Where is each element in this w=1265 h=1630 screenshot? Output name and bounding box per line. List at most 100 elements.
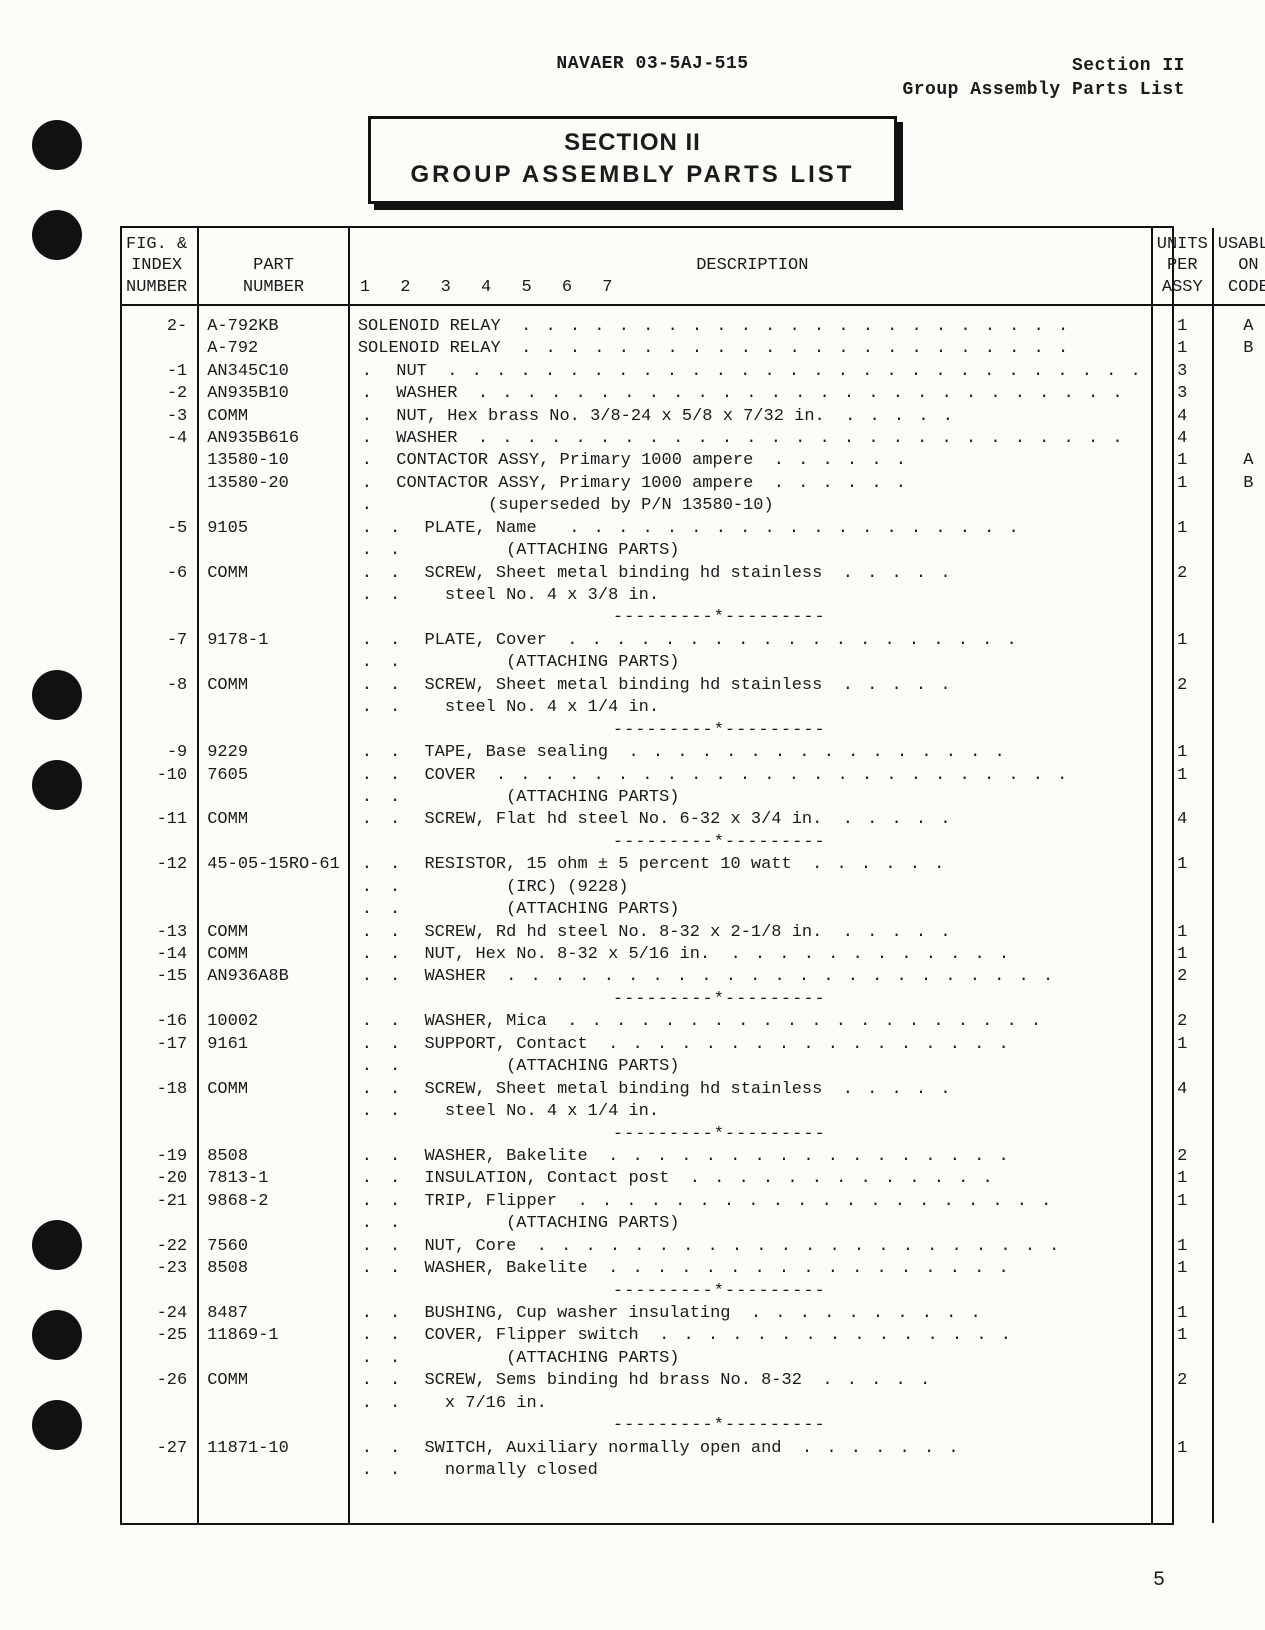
cell-usable-code bbox=[1213, 1460, 1265, 1522]
cell-part-number: 7813-1 bbox=[198, 1168, 349, 1190]
cell-index bbox=[122, 1056, 198, 1078]
cell-usable-code bbox=[1213, 765, 1265, 787]
cell-part-number: AN345C10 bbox=[198, 361, 349, 383]
cell-part-number bbox=[198, 720, 349, 742]
binder-hole bbox=[32, 1220, 82, 1270]
cell-description: . . RESISTOR, 15 ohm ± 5 percent 10 watt… bbox=[349, 854, 1152, 876]
cell-description: . . (ATTACHING PARTS) bbox=[349, 1056, 1152, 1078]
cell-description: . . SCREW, Sems binding hd brass No. 8-3… bbox=[349, 1370, 1152, 1392]
cell-part-number: COMM bbox=[198, 406, 349, 428]
cell-units: 1 bbox=[1152, 742, 1213, 764]
table-row: . . steel No. 4 x 1/4 in. bbox=[122, 697, 1265, 719]
cell-part-number: COMM bbox=[198, 944, 349, 966]
table-row: . . steel No. 4 x 1/4 in. bbox=[122, 1101, 1265, 1123]
cell-description: . . steel No. 4 x 1/4 in. bbox=[349, 697, 1152, 719]
cell-description: ---------*--------- bbox=[349, 989, 1152, 1011]
cell-description: . . normally closed bbox=[349, 1460, 1152, 1522]
cell-description: ---------*--------- bbox=[349, 607, 1152, 629]
cell-index bbox=[122, 495, 198, 517]
cell-usable-code bbox=[1213, 428, 1265, 450]
cell-index bbox=[122, 832, 198, 854]
cell-index bbox=[122, 585, 198, 607]
table-row: . . (ATTACHING PARTS) bbox=[122, 540, 1265, 562]
cell-units: 3 bbox=[1152, 383, 1213, 405]
cell-index: -11 bbox=[122, 809, 198, 831]
cell-usable-code bbox=[1213, 540, 1265, 562]
cell-description: . . WASHER, Bakelite . . . . . . . . . .… bbox=[349, 1258, 1152, 1280]
table-row: -248487. . BUSHING, Cup washer insulatin… bbox=[122, 1303, 1265, 1325]
cell-units: 4 bbox=[1152, 1079, 1213, 1101]
cell-part-number: 8508 bbox=[198, 1258, 349, 1280]
cell-index bbox=[122, 697, 198, 719]
cell-index bbox=[122, 787, 198, 809]
cell-index: -24 bbox=[122, 1303, 198, 1325]
cell-part-number bbox=[198, 1348, 349, 1370]
parts-table-body: 2-A-792KBSOLENOID RELAY . . . . . . . . … bbox=[122, 305, 1265, 1523]
cell-units: 4 bbox=[1152, 406, 1213, 428]
cell-usable-code bbox=[1213, 1258, 1265, 1280]
cell-part-number bbox=[198, 1281, 349, 1303]
cell-units: 1 bbox=[1152, 922, 1213, 944]
cell-units: 1 bbox=[1152, 1236, 1213, 1258]
cell-part-number: 11869-1 bbox=[198, 1325, 349, 1347]
cell-usable-code bbox=[1213, 697, 1265, 719]
cell-index: -20 bbox=[122, 1168, 198, 1190]
cell-description: . . (ATTACHING PARTS) bbox=[349, 1348, 1152, 1370]
cell-usable-code bbox=[1213, 1146, 1265, 1168]
cell-index: -21 bbox=[122, 1191, 198, 1213]
cell-index: -19 bbox=[122, 1146, 198, 1168]
table-row: -179161. . SUPPORT, Contact . . . . . . … bbox=[122, 1034, 1265, 1056]
cell-index: -6 bbox=[122, 563, 198, 585]
cell-description: . WASHER . . . . . . . . . . . . . . . .… bbox=[349, 428, 1152, 450]
table-row: . . steel No. 4 x 3/8 in. bbox=[122, 585, 1265, 607]
binder-hole bbox=[32, 670, 82, 720]
table-row: -13COMM. . SCREW, Rd hd steel No. 8-32 x… bbox=[122, 922, 1265, 944]
cell-index bbox=[122, 652, 198, 674]
cell-description: SOLENOID RELAY . . . . . . . . . . . . .… bbox=[349, 338, 1152, 360]
cell-description: . . NUT, Core . . . . . . . . . . . . . … bbox=[349, 1236, 1152, 1258]
table-row: . . (ATTACHING PARTS) bbox=[122, 652, 1265, 674]
cell-description: . . PLATE, Cover . . . . . . . . . . . .… bbox=[349, 630, 1152, 652]
col-header-index: FIG. &INDEXNUMBER bbox=[122, 228, 198, 305]
cell-part-number: 9868-2 bbox=[198, 1191, 349, 1213]
cell-usable-code bbox=[1213, 652, 1265, 674]
table-row: ---------*--------- bbox=[122, 1124, 1265, 1146]
cell-description: . NUT, Hex brass No. 3/8-24 x 5/8 x 7/32… bbox=[349, 406, 1152, 428]
cell-units bbox=[1152, 607, 1213, 629]
cell-units bbox=[1152, 697, 1213, 719]
cell-usable-code bbox=[1213, 1393, 1265, 1415]
cell-units: 2 bbox=[1152, 966, 1213, 988]
cell-units bbox=[1152, 1393, 1213, 1415]
page: NAVAER 03-5AJ-515 Section II Group Assem… bbox=[0, 0, 1265, 1630]
cell-index bbox=[122, 720, 198, 742]
cell-units: 2 bbox=[1152, 563, 1213, 585]
cell-index: -22 bbox=[122, 1236, 198, 1258]
cell-part-number bbox=[198, 540, 349, 562]
cell-usable-code bbox=[1213, 1079, 1265, 1101]
cell-index bbox=[122, 1348, 198, 1370]
binder-hole bbox=[32, 760, 82, 810]
cell-usable-code bbox=[1213, 899, 1265, 921]
cell-description: . . SCREW, Sheet metal binding hd stainl… bbox=[349, 1079, 1152, 1101]
cell-description: . NUT . . . . . . . . . . . . . . . . . … bbox=[349, 361, 1152, 383]
cell-usable-code bbox=[1213, 1370, 1265, 1392]
cell-index: -17 bbox=[122, 1034, 198, 1056]
cell-description: . . TRIP, Flipper . . . . . . . . . . . … bbox=[349, 1191, 1152, 1213]
cell-part-number: 9105 bbox=[198, 518, 349, 540]
cell-units: 1 bbox=[1152, 1325, 1213, 1347]
cell-units bbox=[1152, 1056, 1213, 1078]
table-row: -1AN345C10. NUT . . . . . . . . . . . . … bbox=[122, 361, 1265, 383]
cell-description: . . SCREW, Sheet metal binding hd stainl… bbox=[349, 675, 1152, 697]
cell-usable-code bbox=[1213, 832, 1265, 854]
cell-index bbox=[122, 540, 198, 562]
cell-index bbox=[122, 1415, 198, 1437]
table-row: ---------*--------- bbox=[122, 832, 1265, 854]
cell-usable-code: A bbox=[1213, 305, 1265, 338]
cell-description: . . WASHER . . . . . . . . . . . . . . .… bbox=[349, 966, 1152, 988]
cell-index bbox=[122, 450, 198, 472]
col-header-code: USABLEONCODE bbox=[1213, 228, 1265, 305]
cell-part-number bbox=[198, 607, 349, 629]
cell-description: . . steel No. 4 x 1/4 in. bbox=[349, 1101, 1152, 1123]
cell-units: 1 bbox=[1152, 1168, 1213, 1190]
cell-index bbox=[122, 877, 198, 899]
